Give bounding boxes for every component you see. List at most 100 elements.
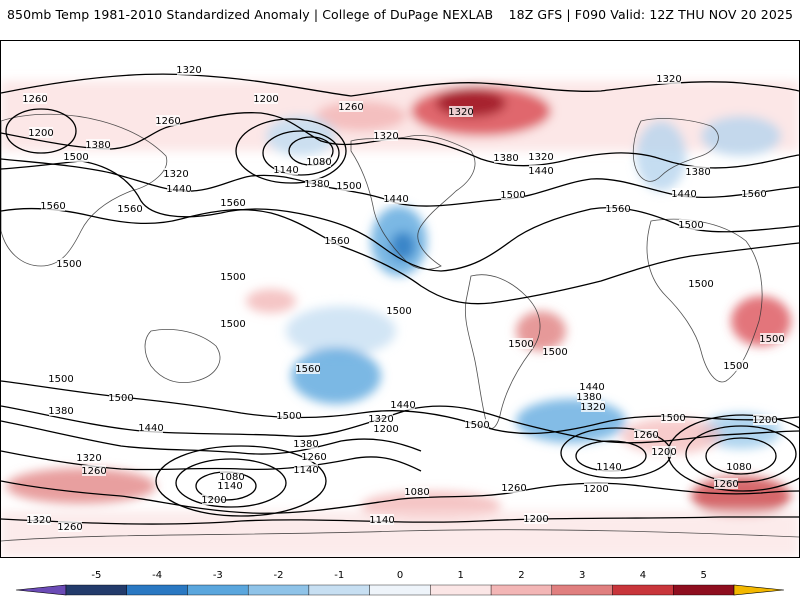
contour-label-background: [254, 93, 278, 104]
contour-label-background: [384, 193, 408, 204]
asia-outline: [1, 113, 168, 267]
contour-label-background: [296, 363, 320, 374]
contour-label: 1560: [295, 364, 320, 375]
contour-label-background: [742, 188, 766, 199]
contour-label: 1500: [276, 411, 301, 422]
contour-label-background: [494, 152, 518, 163]
colorbar-swatch: [430, 584, 492, 596]
colorbar-max-triangle: [733, 584, 785, 596]
contour-label: 1500: [759, 334, 784, 345]
contour-label-background: [529, 151, 553, 162]
north-america-outline: [350, 134, 476, 270]
contour-label: 1500: [542, 347, 567, 358]
contour-label-background: [277, 410, 301, 421]
contour-label-background: [221, 318, 245, 329]
contour-1560-tropics: [1, 207, 799, 305]
contour-label: 1260: [57, 522, 82, 533]
contour-label: 1500: [56, 259, 81, 270]
contour-label: 1500: [688, 279, 713, 290]
warm-anomaly-pacific: [246, 289, 296, 313]
contour-label: 1500: [386, 306, 411, 317]
map-title: 850mb Temp 1981-2010 Standardized Anomal…: [7, 7, 494, 22]
anomaly-shading: [1, 81, 799, 557]
contour-1200-south: [1, 516, 799, 525]
europe-outline: [632, 118, 719, 182]
model-run-info: 18Z GFS | F090 Valid: 12Z THU NOV 20 202…: [508, 7, 793, 22]
low-north-pacific-1200: [235, 118, 347, 184]
contour-label-background: [49, 373, 73, 384]
contour-label-background: [77, 452, 101, 463]
warm-anomaly-southern-1: [6, 468, 156, 504]
contour-label: 1380: [293, 439, 318, 450]
contour-label: 1260: [301, 452, 326, 463]
contour-label: 1440: [138, 423, 163, 434]
contour-label-background: [581, 401, 605, 412]
contour-label-background: [221, 197, 245, 208]
contour-label: 1200: [583, 484, 608, 495]
header: 850mb Temp 1981-2010 Standardized Anomal…: [0, 0, 800, 40]
contour-label: 1260: [713, 479, 738, 490]
contour-label: 1560: [605, 204, 630, 215]
contour-label-background: [23, 93, 47, 104]
contour-label-background: [524, 513, 548, 524]
contour-label-background: [597, 461, 621, 472]
contour-label-background: [58, 521, 82, 532]
contour-label-background: [49, 405, 73, 416]
contour-label-background: [501, 189, 525, 200]
contour-label: 1320: [580, 402, 605, 413]
colorbar-swatch: [369, 584, 431, 596]
contour-1500-north: [1, 160, 799, 272]
contour-label: 1500: [660, 413, 685, 424]
contour-label: 1560: [40, 201, 65, 212]
contour-label-background: [634, 429, 658, 440]
contour-label: 1260: [81, 466, 106, 477]
contour-label-background: [302, 451, 326, 462]
contour-label-background: [57, 258, 81, 269]
contour-label: 1500: [220, 272, 245, 283]
colorbar-swatch: [673, 584, 735, 596]
contour-label-background: [577, 391, 601, 402]
contour-label-background: [679, 219, 703, 230]
map-panel[interactable]: 1320 1320 1260 1200 1260 1320 1200 1260 1320 1380…: [0, 40, 800, 558]
contour-label: 1200: [651, 447, 676, 458]
contour-label-background: [164, 168, 188, 179]
cold-anomaly-us-core: [391, 232, 415, 260]
low-south-pacific-1140: [175, 458, 287, 508]
contour-label-background: [29, 127, 53, 138]
colorbar-swatch: [247, 584, 310, 596]
coastlines: [1, 113, 799, 542]
contour-label-background: [370, 514, 394, 525]
contour-label: 1200: [28, 128, 53, 139]
contour-label: 1440: [671, 189, 696, 200]
warm-anomaly-eastasia: [316, 101, 406, 131]
contour-label-background: [374, 130, 398, 141]
contour-label-background: [724, 360, 748, 371]
contour-label: 1140: [217, 481, 242, 492]
contour-label-background: [465, 419, 489, 430]
contour-label: 1560: [741, 189, 766, 200]
contour-label: 1380: [576, 392, 601, 403]
contour-label-background: [543, 346, 567, 357]
contour-label: 1320: [163, 169, 188, 180]
colorbar-tick-label: 5: [700, 570, 707, 581]
contour-label: 1500: [63, 152, 88, 163]
contour-label-background: [580, 381, 604, 392]
cold-anomaly-tropics: [286, 306, 396, 356]
contour-label-background: [672, 188, 696, 199]
contour-label-background: [294, 464, 318, 475]
colorbar-swatch: [490, 584, 553, 596]
contour-label: 1500: [336, 181, 361, 192]
colorbar-swatch: [65, 584, 127, 596]
contour-label-background: [369, 413, 393, 424]
contour-label: 1560: [324, 236, 349, 247]
contour-label-background: [689, 278, 713, 289]
colorbar-tick-label: 1: [457, 570, 464, 581]
contour-label-background: [156, 115, 180, 126]
colorbar-tick-label: -3: [212, 570, 223, 581]
africa-outline: [646, 218, 763, 383]
contour-label-background: [27, 514, 51, 525]
contour-label-background: [657, 73, 681, 84]
contour-label-background: [86, 139, 110, 150]
contour-label-background: [652, 446, 676, 457]
